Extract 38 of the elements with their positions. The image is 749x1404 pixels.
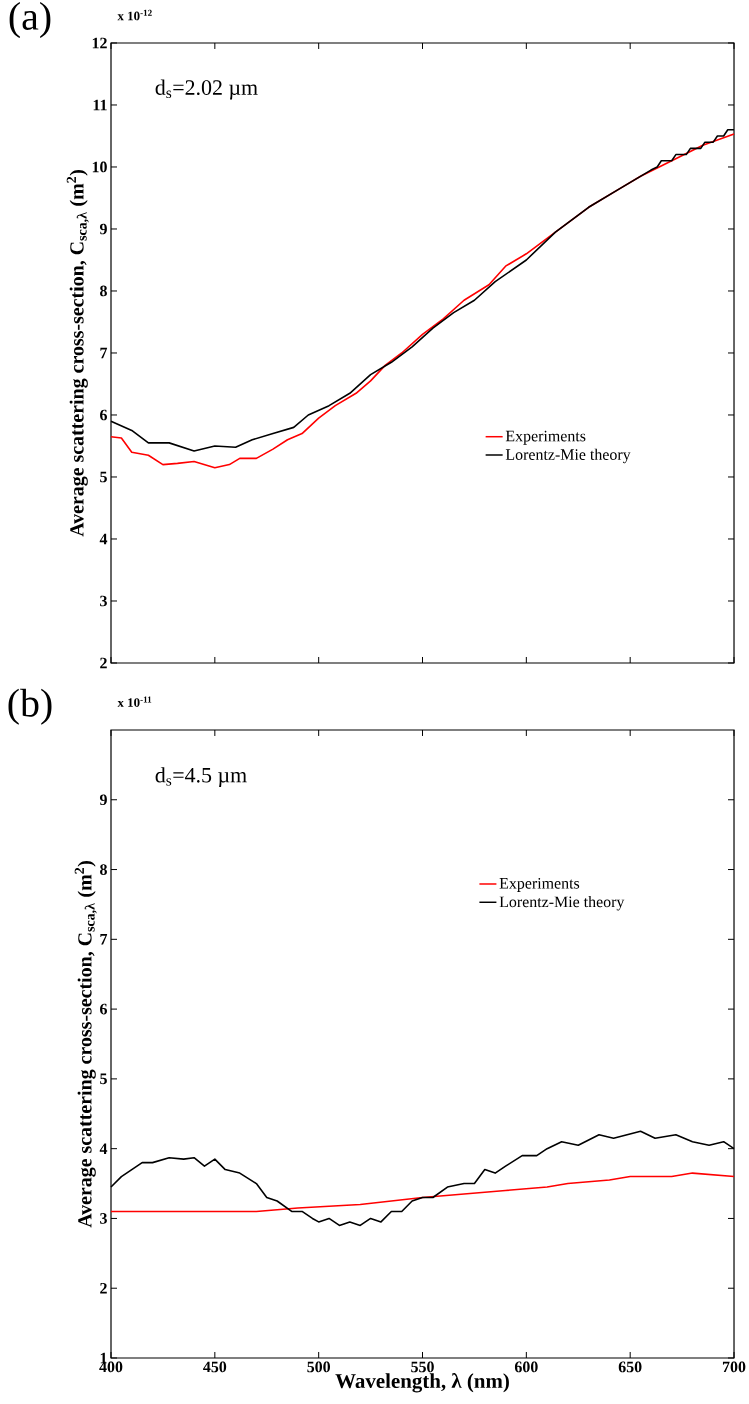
y-tick-label: 5 [100, 471, 107, 483]
y-tick-label: 8 [100, 864, 107, 875]
text: x 10$^{-12}$ [117, 9, 152, 21]
y-tick-label: 11 [93, 99, 107, 111]
x-tick-label: 700 [722, 1361, 746, 1373]
x-tick-label: 650 [618, 1361, 642, 1373]
y-tick-label: 7 [100, 347, 108, 359]
y-tick-label: 4 [99, 1143, 108, 1154]
y-axis-title: Average scattering cross-section, C$_{sca,λ}$ (m$^{2}$) [74, 861, 97, 1228]
y-tick-label: 9 [99, 794, 107, 806]
legend-label: Lorentz-Mie theory [505, 448, 631, 464]
x-tick-label: 450 [203, 1361, 227, 1373]
y-tick-label: 3 [100, 1213, 107, 1224]
y-tick-label: 6 [100, 1003, 108, 1015]
y-tick-label: 4 [99, 533, 108, 545]
legend-label: Lorentz-Mie theory [499, 896, 625, 911]
x-tick-label: 500 [307, 1361, 331, 1373]
y-tick-label: 12 [92, 37, 107, 49]
text: (a) [9, 1, 51, 39]
y-tick-label: 3 [100, 595, 107, 607]
y-tick-label: 2 [100, 657, 107, 669]
y-tick-label: 8 [100, 285, 107, 297]
y-tick-label: 9 [99, 223, 107, 235]
y-tick-label: 7 [100, 934, 108, 945]
annotation: d$_{s}$=4.5 µm [155, 767, 247, 788]
text: (b) [8, 688, 52, 725]
y-tick-label: 6 [100, 409, 108, 421]
y-tick-label: 10 [92, 161, 107, 173]
y-tick-label: 2 [100, 1282, 107, 1294]
text: x 10$^{-11}$ [117, 696, 152, 707]
x-tick-label: 600 [514, 1361, 538, 1373]
y-axis-title: Average scattering cross-section, C$_{sca,λ}$ (m$^{2}$) [66, 170, 89, 537]
legend-label: Experiments [505, 430, 586, 445]
x-axis-title: Wavelength, λ (nm) [335, 1373, 509, 1393]
x-tick-label: 550 [411, 1361, 434, 1373]
legend-label: Experiments [499, 877, 580, 892]
annotation: d$_{s}$=2.02 µm [155, 79, 258, 100]
y-tick-label: 5 [100, 1073, 107, 1085]
